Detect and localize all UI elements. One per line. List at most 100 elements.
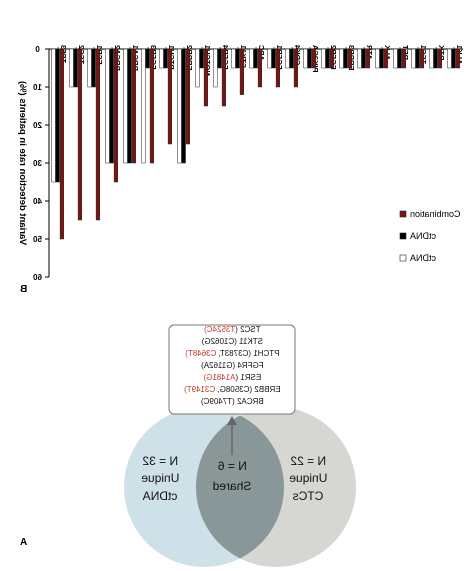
bar xyxy=(433,48,438,69)
bar xyxy=(51,48,56,183)
bar xyxy=(339,48,344,69)
bar xyxy=(343,48,348,69)
y-tick-label: 60 xyxy=(33,273,42,282)
ctdna-variant: (G1162A) xyxy=(201,361,235,370)
bar xyxy=(213,48,218,88)
bar xyxy=(87,48,92,88)
bar xyxy=(429,48,434,69)
bar xyxy=(397,48,402,69)
bar xyxy=(289,48,294,69)
ctc-variant: T3524C) xyxy=(204,325,235,334)
shared-gene-line: FGFR4 (G1162A) xyxy=(201,361,264,370)
bar xyxy=(411,48,416,69)
bar xyxy=(181,48,186,164)
bar xyxy=(203,48,208,107)
ctc-variant: C3149T) xyxy=(184,385,218,394)
bar xyxy=(55,48,60,183)
shared-gene-line: TSC2 (T3524C) xyxy=(204,325,261,334)
legend-swatch xyxy=(399,254,407,262)
bar xyxy=(95,48,100,221)
ctdna-variant: (C3508G, xyxy=(217,385,252,394)
y-tick-label: 30 xyxy=(33,159,42,168)
shared-genes-list: BRCA2 (T7409C) ERBB2 (C3508G, C3149T) ESR1… xyxy=(184,325,281,406)
legend-swatch xyxy=(399,210,407,218)
bar xyxy=(347,48,352,69)
bar xyxy=(123,48,128,164)
ctc-variant: A1481G) xyxy=(203,373,235,382)
venn-right-title: CTCs xyxy=(293,489,324,503)
venn-overlap-count: N = 6 xyxy=(217,459,246,473)
gene-name: PTCH1 xyxy=(251,349,279,358)
y-tick-label: 0 xyxy=(35,45,40,54)
ctdna-variant: (C3783T, xyxy=(219,349,251,358)
gene-name: TSC2 xyxy=(238,325,261,334)
bar xyxy=(91,48,96,88)
gene-name: ERBB2 xyxy=(252,385,280,394)
y-tick-label: 50 xyxy=(33,235,42,244)
bar xyxy=(361,48,366,69)
venn-overlap xyxy=(196,415,284,559)
shared-gene-line: ERBB2 (C3508G, C3149T) xyxy=(184,385,281,394)
gene-name: FGFR4 xyxy=(235,361,263,370)
gene-name: ESR1 xyxy=(238,373,261,382)
bar xyxy=(451,48,456,69)
bar xyxy=(131,48,136,164)
chart-legend: Combination ctDNA ctDNA xyxy=(399,209,461,263)
bar xyxy=(257,48,262,88)
venn-left-title: ctDNA xyxy=(143,489,178,503)
bar xyxy=(163,48,168,69)
bar xyxy=(145,48,150,69)
callout-arrow-head xyxy=(227,416,237,425)
y-tick-label: 20 xyxy=(33,121,42,130)
bar xyxy=(325,48,330,69)
bar xyxy=(221,48,226,107)
y-axis-title: Variant detection rate in patients (%) xyxy=(17,81,28,245)
y-tick-label: 10 xyxy=(33,83,42,92)
bar xyxy=(141,48,146,164)
panel-a-letter: A xyxy=(20,537,27,548)
bar xyxy=(177,48,182,164)
bar xyxy=(109,48,114,164)
gene-name: STK11 xyxy=(237,337,263,346)
bar xyxy=(149,48,154,164)
legend-label: ctDNA xyxy=(410,253,436,263)
venn-right-label: Unique xyxy=(289,471,327,485)
bar xyxy=(455,48,460,69)
bar xyxy=(307,48,312,69)
shared-gene-line: STK11 (C1062G) xyxy=(201,337,263,346)
bar xyxy=(217,48,222,69)
shared-genes-box xyxy=(168,324,296,415)
bar xyxy=(393,48,398,69)
bar xyxy=(357,48,362,69)
shared-gene-line: PTCH1 (C3783T, C3648T) xyxy=(185,349,280,358)
venn-left-label: Unique xyxy=(141,471,179,485)
bar xyxy=(199,48,204,69)
venn-overlap-label: Shared xyxy=(213,479,252,493)
bar xyxy=(275,48,280,88)
bar xyxy=(239,48,244,95)
legend-label: Combination xyxy=(410,209,461,219)
bar xyxy=(195,48,200,88)
panel-b-chart: 0 10 20 30 40 50 60 Variant detection rate in p… xyxy=(17,44,464,295)
ctc-variant: C3648T) xyxy=(185,349,219,358)
bar xyxy=(321,48,326,69)
bar xyxy=(69,48,74,88)
chart-plot-area: 0 10 20 30 40 50 60 Variant detection rate in p… xyxy=(17,44,464,282)
bar xyxy=(77,48,82,221)
bar xyxy=(167,48,172,145)
bar xyxy=(159,48,164,69)
panel-b-letter: B xyxy=(20,284,27,295)
bar xyxy=(249,48,254,69)
bar xyxy=(375,48,380,69)
bar xyxy=(415,48,420,69)
bar xyxy=(253,48,258,69)
bar xyxy=(267,48,272,69)
bar xyxy=(271,48,276,69)
bar xyxy=(293,48,298,88)
bar xyxy=(447,48,452,69)
legend-swatch xyxy=(399,232,407,240)
ctdna-variant: (T7409C) xyxy=(201,397,235,406)
bar xyxy=(285,48,290,69)
ctdna-variant: ( xyxy=(235,373,238,382)
